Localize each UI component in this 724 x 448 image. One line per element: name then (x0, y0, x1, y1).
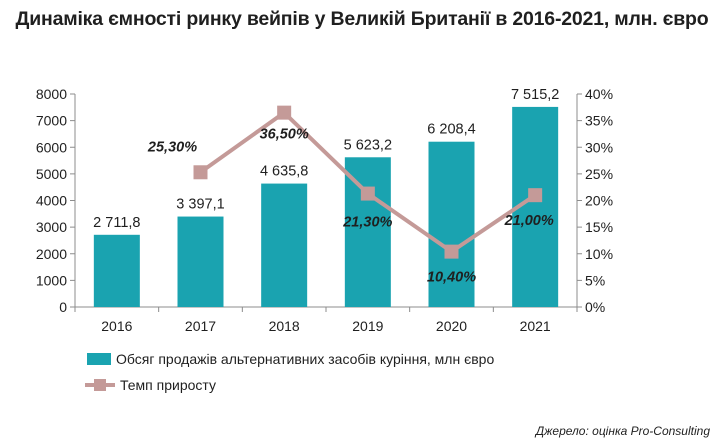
growth-marker (277, 105, 292, 120)
right-tick-label: 5% (585, 272, 605, 288)
left-tick-label: 2000 (36, 246, 67, 262)
growth-data-label: 21,00% (504, 213, 554, 229)
growth-marker (444, 244, 459, 259)
right-tick-label: 35% (585, 113, 613, 129)
growth-data-label: 36,50% (260, 127, 309, 143)
bar (177, 216, 224, 307)
growth-data-label: 25,30% (147, 139, 197, 155)
x-tick-label: 2019 (352, 318, 383, 334)
x-tick-label: 2020 (436, 318, 467, 334)
bar (344, 157, 391, 307)
bar-data-label: 2 711,8 (93, 215, 140, 231)
legend-line-label: Темп приросту (120, 377, 216, 393)
x-tick-label: 2016 (101, 318, 132, 334)
left-tick-label: 6000 (36, 139, 67, 155)
bar (261, 183, 308, 307)
x-tick-label: 2018 (269, 318, 300, 334)
bar-data-label: 5 623,2 (344, 137, 392, 153)
right-tick-label: 25% (585, 166, 613, 182)
bar-data-label: 4 635,8 (260, 164, 308, 180)
x-tick-label: 2021 (520, 318, 551, 334)
legend-bar-label: Обсяг продажів альтернативних засобів ку… (116, 351, 494, 367)
growth-marker (528, 188, 543, 203)
x-tick-label: 2017 (185, 318, 216, 334)
legend-bar-swatch (87, 353, 111, 365)
bar (93, 234, 140, 307)
right-tick-label: 30% (585, 139, 613, 155)
chart-title: Динаміка ємності ринку вейпів у Великій … (15, 8, 709, 30)
growth-data-label: 21,30% (342, 215, 392, 231)
legend-line-marker (94, 379, 106, 391)
growth-marker (360, 186, 375, 201)
bar-data-label: 6 208,4 (427, 122, 475, 138)
left-tick-label: 3000 (36, 219, 67, 235)
bar (428, 141, 475, 307)
left-tick-label: 0 (59, 299, 67, 315)
right-tick-label: 15% (585, 219, 613, 235)
left-tick-label: 4000 (36, 193, 67, 209)
growth-marker (193, 165, 208, 180)
source-note: Джерело: оцінка Pro-Consulting (535, 424, 710, 438)
left-tick-label: 8000 (36, 86, 67, 102)
bar-data-label: 7 515,2 (511, 87, 559, 103)
right-tick-label: 40% (585, 86, 613, 102)
left-tick-label: 7000 (36, 113, 67, 129)
right-tick-label: 0% (585, 299, 605, 315)
growth-data-label: 10,40% (427, 270, 476, 286)
left-tick-label: 5000 (36, 166, 67, 182)
right-tick-label: 20% (585, 193, 613, 209)
left-tick-label: 1000 (36, 272, 67, 288)
bar-data-label: 3 397,1 (176, 197, 224, 213)
right-tick-label: 10% (585, 246, 613, 262)
